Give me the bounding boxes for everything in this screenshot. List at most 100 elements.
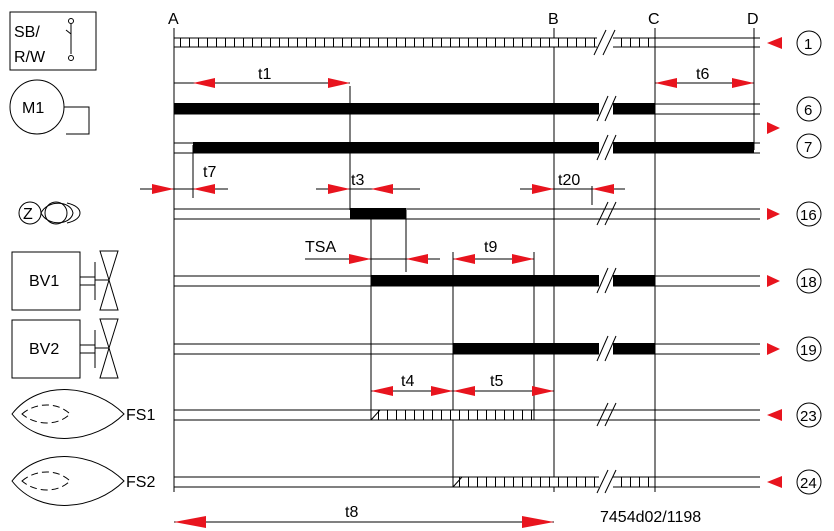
signal-bar-terminal-18 — [371, 275, 655, 286]
break-mark — [593, 29, 616, 56]
arrow-left — [371, 386, 393, 396]
flame-sensor-fs1-symbol: FS1 — [11, 389, 155, 439]
interval-label-t5: t5 — [490, 373, 503, 390]
signal-bar-terminal-19 — [453, 343, 655, 354]
switch-label-line2: R/W — [14, 49, 46, 66]
break-mark — [596, 267, 617, 294]
arrow-right — [349, 254, 371, 264]
terminal-23: 23 — [767, 402, 822, 428]
signal-bar-terminal-24 — [452, 476, 656, 488]
terminal-24: 24 — [767, 469, 822, 495]
signal-bar-terminal-23 — [370, 409, 535, 421]
interval-t3: t3 — [316, 172, 420, 194]
column-label-a: A — [168, 11, 179, 28]
arrow-right — [328, 78, 350, 88]
column-label-c: C — [648, 11, 660, 28]
arrow-right — [512, 254, 534, 264]
flame-sensor-fs1-label: FS1 — [126, 407, 155, 424]
switch-box — [9, 11, 97, 71]
interval-label-t1: t1 — [258, 66, 271, 83]
terminal-arrow-out — [767, 343, 780, 355]
interval-t5: t5 — [453, 373, 554, 396]
signal-bar-terminal-1 — [173, 37, 656, 48]
interval-t8: t8 — [174, 504, 554, 528]
arrow-right — [532, 386, 554, 396]
interval-label-t4: t4 — [401, 373, 414, 390]
arrow-right — [328, 184, 350, 194]
valve-bv1-box — [11, 251, 81, 311]
ignition-transformer-symbol: Z — [18, 201, 81, 225]
signal-bar-terminal-16 — [350, 208, 406, 219]
arrow-left — [655, 78, 677, 88]
arrow-right — [152, 184, 174, 194]
break-mark — [596, 335, 617, 362]
arrow-right — [532, 184, 554, 194]
terminal-7: 7 — [767, 122, 822, 159]
arrow-left — [453, 386, 475, 396]
terminal-arrow-out — [767, 208, 780, 220]
document-code: 7454d02/1198 — [600, 509, 701, 526]
terminal-label: 19 — [800, 342, 817, 359]
break-mark — [596, 201, 617, 226]
terminal-arrow-out — [767, 275, 780, 287]
break-mark — [596, 134, 617, 161]
interval-label-t6: t6 — [696, 66, 709, 83]
valve-bv2-symbol: BV2 — [11, 318, 119, 379]
arrow-right — [732, 78, 754, 88]
arrow-left — [193, 184, 215, 194]
terminal-label: 18 — [800, 274, 817, 291]
arrow-left — [174, 516, 206, 528]
terminal-arrow-in — [767, 476, 782, 488]
terminal-label: 6 — [804, 102, 812, 119]
interval-t4: t4 — [371, 373, 453, 396]
terminal-arrow-in — [767, 409, 782, 421]
break-mark — [596, 402, 617, 427]
valve-bv1-label: BV1 — [29, 273, 59, 290]
switch-symbol: SB/ R/W — [9, 11, 97, 71]
interval-t1: t1 — [174, 66, 350, 88]
terminal-label: 16 — [800, 207, 817, 224]
arrow-left — [406, 254, 428, 264]
column-label-d: D — [747, 11, 759, 28]
arrow-right — [522, 516, 554, 528]
interval-label-tsa: TSA — [305, 239, 336, 256]
interval-label-t8: t8 — [345, 504, 358, 521]
break-marks — [593, 29, 617, 494]
terminal-18: 18 — [767, 268, 822, 294]
terminal-label: 7 — [804, 139, 812, 156]
terminal-1: 1 — [767, 30, 822, 56]
switch-label-line1: SB/ — [14, 24, 40, 41]
arrow-left — [592, 184, 614, 194]
interval-t20: t20 — [520, 172, 625, 194]
terminal-arrow-out — [767, 122, 780, 134]
terminal-6: 6 — [796, 96, 822, 122]
signal-bar-terminal-7 — [193, 142, 754, 153]
terminal-16: 16 — [767, 201, 822, 227]
terminal-label: 23 — [800, 408, 817, 425]
terminal-markers: 1 6 7 16 18 19 23 — [767, 30, 822, 495]
interval-t9: t9 — [453, 239, 534, 264]
arrow-left — [193, 78, 215, 88]
motor-label: M1 — [22, 100, 44, 117]
signal-bars — [173, 37, 754, 488]
terminal-label: 1 — [804, 36, 812, 53]
flame-sensor-fs2-label: FS2 — [126, 474, 155, 491]
valve-bv2-box — [11, 319, 81, 379]
interval-label-t3: t3 — [351, 172, 364, 189]
column-label-b: B — [548, 11, 559, 28]
terminal-label: 24 — [800, 475, 817, 492]
valve-bv1-symbol: BV1 — [11, 250, 119, 311]
terminal-19: 19 — [767, 336, 822, 362]
break-mark — [596, 469, 617, 494]
valve-bv2-label: BV2 — [29, 341, 59, 358]
terminal-arrow-in — [767, 37, 782, 49]
interval-t7: t7 — [140, 164, 228, 194]
arrow-right — [431, 386, 453, 396]
motor-symbol: M1 — [9, 79, 90, 135]
signal-bar-terminal-6 — [174, 103, 655, 114]
interval-label-t9: t9 — [484, 239, 497, 256]
interval-label-t20: t20 — [558, 172, 580, 189]
flame-sensor-fs2-symbol: FS2 — [11, 456, 155, 506]
break-mark — [596, 95, 617, 122]
